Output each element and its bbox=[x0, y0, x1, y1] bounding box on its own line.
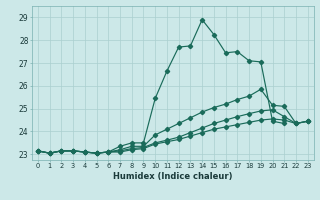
X-axis label: Humidex (Indice chaleur): Humidex (Indice chaleur) bbox=[113, 172, 233, 181]
